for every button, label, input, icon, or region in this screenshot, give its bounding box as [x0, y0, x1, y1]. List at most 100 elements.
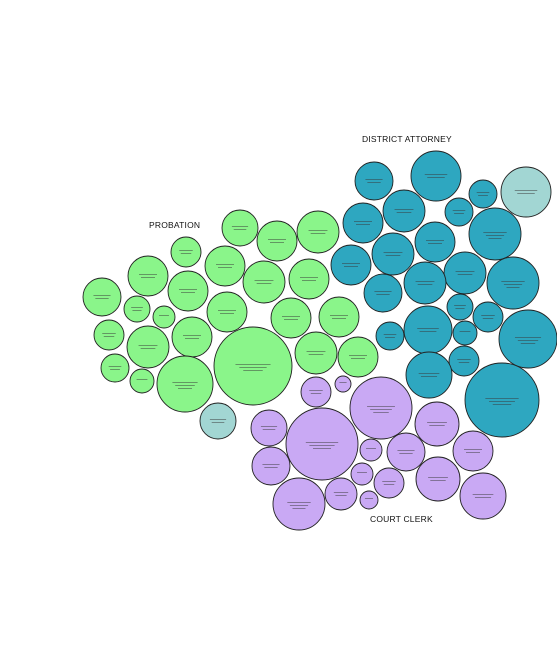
bubble-probation-23[interactable]	[129, 368, 155, 394]
bubble-court-clerk-15[interactable]	[459, 472, 507, 520]
bubble-district-attorney-17[interactable]	[375, 321, 405, 351]
bubble-text-mark	[262, 429, 276, 430]
bubbles-layer	[82, 150, 557, 531]
bubble-text-mark	[415, 281, 435, 282]
bubble-text-mark	[464, 449, 482, 450]
bubble-district-attorney-14[interactable]	[486, 256, 540, 310]
bubble-district-attorney-7[interactable]	[468, 207, 522, 261]
bubble-text-mark	[483, 232, 507, 233]
bubble-text-mark	[373, 412, 389, 413]
bubble-probation-21[interactable]	[337, 336, 379, 378]
bubble-probation-3[interactable]	[296, 210, 340, 254]
bubble-district-attorney-2[interactable]	[410, 150, 462, 202]
bubble-text-mark	[342, 263, 360, 264]
bubble-text-mark	[457, 274, 473, 275]
bubble-text-mark	[239, 367, 267, 368]
bubble-court-clerk-13[interactable]	[415, 456, 461, 502]
bubble-probation-18[interactable]	[171, 316, 213, 358]
bubble-court-clerk-10[interactable]	[251, 446, 291, 486]
bubble-court-clerk-11[interactable]	[350, 462, 374, 486]
bubble-probation-9[interactable]	[82, 277, 122, 317]
bubble-district-attorney-6[interactable]	[342, 202, 384, 244]
bubble-text-mark	[335, 495, 347, 496]
bubble-text-mark	[131, 307, 143, 308]
bubble-district-attorney-21[interactable]	[448, 345, 480, 377]
bubble-text-mark	[179, 289, 197, 290]
bubble-district-attorney-4[interactable]	[382, 189, 426, 233]
bubble-district-attorney-22[interactable]	[405, 351, 453, 399]
bubble-district-attorney-5[interactable]	[444, 197, 474, 227]
bubble-text-mark	[332, 318, 346, 319]
bubble-text-mark	[364, 498, 374, 499]
bubble-probation-16[interactable]	[93, 319, 125, 351]
bubble-district-attorney-9[interactable]	[371, 232, 415, 276]
bubble-district-attorney-15[interactable]	[446, 293, 474, 321]
bubble-court-clerk-7[interactable]	[359, 438, 383, 462]
bubble-district-attorney-10[interactable]	[330, 244, 372, 286]
bubble-probation-6[interactable]	[127, 255, 169, 297]
bubble-text-mark	[183, 335, 201, 336]
bubble-court-clerk-17[interactable]	[359, 490, 379, 510]
bubble-text-mark	[218, 310, 236, 311]
bubble-text-mark	[209, 419, 227, 420]
bubble-text-mark	[333, 492, 349, 493]
bubble-district-attorney-20[interactable]	[498, 309, 557, 369]
bubble-probation-19[interactable]	[213, 326, 293, 406]
bubble-district-attorney-8[interactable]	[414, 221, 456, 263]
bubble-shared-2[interactable]	[199, 402, 237, 440]
bubble-district-attorney-18[interactable]	[403, 305, 453, 355]
bubble-district-attorney-3[interactable]	[468, 179, 498, 209]
bubble-text-mark	[220, 313, 234, 314]
bubble-text-mark	[349, 355, 367, 356]
bubble-text-mark	[420, 376, 438, 377]
bubble-court-clerk-16[interactable]	[272, 477, 326, 531]
bubble-court-clerk-3[interactable]	[349, 376, 413, 440]
bubble-probation-15[interactable]	[318, 296, 360, 338]
bubble-court-clerk-5[interactable]	[285, 407, 359, 481]
bubble-court-clerk-4[interactable]	[250, 409, 288, 447]
bubble-court-clerk-8[interactable]	[386, 432, 426, 472]
bubble-text-mark	[365, 179, 383, 180]
bubble-probation-1[interactable]	[221, 209, 259, 247]
bubble-probation-8[interactable]	[288, 258, 330, 300]
bubble-court-clerk-2[interactable]	[334, 375, 352, 393]
bubble-district-attorney-16[interactable]	[472, 301, 504, 333]
bubble-district-attorney-12[interactable]	[363, 273, 403, 313]
bubble-district-attorney-13[interactable]	[403, 261, 447, 305]
bubble-shared-1[interactable]	[500, 166, 552, 218]
bubble-court-clerk-14[interactable]	[324, 477, 358, 511]
bubble-text-mark	[455, 271, 475, 272]
bubble-text-mark	[354, 221, 372, 222]
bubble-text-mark	[374, 291, 392, 292]
bubble-probation-17[interactable]	[126, 325, 170, 369]
bubble-probation-4[interactable]	[170, 236, 202, 268]
bubble-court-clerk-1[interactable]	[300, 376, 332, 408]
bubble-probation-20[interactable]	[294, 331, 338, 375]
bubble-district-attorney-23[interactable]	[464, 362, 540, 438]
bubble-district-attorney-11[interactable]	[443, 251, 487, 295]
bubble-probation-14[interactable]	[270, 297, 312, 339]
bubble-text-mark	[140, 348, 156, 349]
bubble-probation-10[interactable]	[167, 270, 209, 312]
bubble-court-clerk-12[interactable]	[373, 467, 405, 499]
bubble-text-mark	[370, 409, 392, 410]
bubble-probation-24[interactable]	[156, 355, 214, 413]
bubble-district-attorney-1[interactable]	[354, 161, 394, 201]
bubble-text-mark	[302, 280, 316, 281]
bubble-court-clerk-6[interactable]	[414, 401, 460, 447]
bubble-probation-2[interactable]	[256, 220, 298, 262]
bubble-text-mark	[95, 298, 109, 299]
bubble-probation-11[interactable]	[123, 295, 151, 323]
bubble-text-mark	[284, 319, 298, 320]
bubble-probation-22[interactable]	[100, 353, 130, 383]
bubble-text-mark	[452, 210, 466, 211]
bubble-district-attorney-19[interactable]	[452, 320, 478, 346]
bubble-text-mark	[455, 308, 465, 309]
bubble-probation-12[interactable]	[152, 305, 176, 329]
bubble-court-clerk-9[interactable]	[452, 430, 494, 472]
bubble-text-mark	[308, 230, 328, 231]
bubble-probation-5[interactable]	[204, 245, 246, 287]
bubble-probation-13[interactable]	[206, 291, 248, 333]
bubble-probation-7[interactable]	[242, 260, 286, 304]
